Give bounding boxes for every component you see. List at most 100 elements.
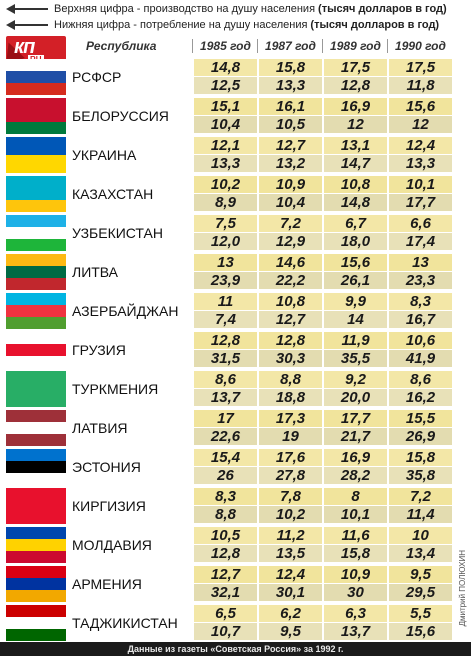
value-cell: 8,6 13,7 [194, 370, 257, 407]
author-credit: Дмитрий ПОЛЮХИН [458, 549, 467, 626]
production-value: 12,7 [259, 137, 322, 154]
production-value: 6,3 [324, 605, 387, 622]
consumption-value: 22,6 [194, 428, 257, 445]
consumption-value: 13,3 [259, 77, 322, 94]
production-value: 15,8 [389, 449, 452, 466]
flag-icon [6, 449, 66, 485]
value-cell: 10,8 12,7 [259, 292, 322, 329]
production-value: 12,7 [194, 566, 257, 583]
flag-band [6, 278, 66, 290]
production-value: 11 [194, 293, 257, 310]
table-row: УЗБЕКИСТАН 7,5 12,0 7,2 12,9 6,7 18,0 6,6 17,4 [0, 213, 471, 252]
consumption-value: 26 [194, 467, 257, 484]
header-year-1985: 1985 год [192, 37, 257, 55]
republic-name: АЗЕРБАЙДЖАН [72, 302, 179, 319]
consumption-value: 30,1 [259, 584, 322, 601]
republic-name: КАЗАХСТАН [72, 185, 154, 202]
value-cell: 7,5 12,0 [194, 214, 257, 251]
production-value: 8,6 [194, 371, 257, 388]
consumption-value: 15,6 [389, 623, 452, 640]
consumption-value: 16,7 [389, 311, 452, 328]
consumption-value: 12,7 [259, 311, 322, 328]
flag-band [6, 254, 66, 266]
flag-band [6, 617, 66, 629]
value-cell: 7,2 12,9 [259, 214, 322, 251]
republic-name: АРМЕНИЯ [72, 575, 142, 592]
value-cell: 10,1 17,7 [389, 175, 452, 212]
production-value: 8,3 [194, 488, 257, 505]
consumption-value: 12,8 [324, 77, 387, 94]
flag-icon [6, 527, 66, 563]
arrow-left-icon [6, 4, 48, 14]
production-value: 10,6 [389, 332, 452, 349]
republic-name: МОЛДАВИЯ [72, 536, 152, 553]
flag-icon [6, 488, 66, 524]
flag-band [6, 266, 66, 278]
table-row: ТУРКМЕНИЯ 8,6 13,7 8,8 18,8 9,2 20,0 8,6 16,2 [0, 369, 471, 408]
production-value: 17,6 [259, 449, 322, 466]
flag-icon [6, 566, 66, 602]
arrow-left-icon [6, 20, 48, 30]
flag-band [6, 227, 66, 239]
value-cell: 12,4 13,3 [389, 136, 452, 173]
consumption-value: 10,4 [194, 116, 257, 133]
flag-band [6, 473, 66, 485]
flag-band [6, 293, 66, 305]
production-value: 10,8 [259, 293, 322, 310]
production-value: 8,8 [259, 371, 322, 388]
header-year-1987: 1987 год [257, 37, 322, 55]
flag-band [6, 551, 66, 563]
consumption-value: 26,9 [389, 428, 452, 445]
flag-band [6, 539, 66, 551]
consumption-value: 10,7 [194, 623, 257, 640]
flag-band [6, 383, 66, 395]
consumption-value: 27,8 [259, 467, 322, 484]
logo-text: кп [14, 36, 35, 58]
consumption-value: 12,8 [194, 545, 257, 562]
flag-band [6, 188, 66, 200]
value-cell: 10,2 8,9 [194, 175, 257, 212]
production-value: 12,4 [389, 137, 452, 154]
consumption-value: 13,7 [324, 623, 387, 640]
value-cell: 15,8 13,3 [259, 58, 322, 95]
value-cell: 15,8 35,8 [389, 448, 452, 485]
flag-band [6, 176, 66, 188]
flag-band [6, 371, 66, 383]
consumption-value: 13,5 [259, 545, 322, 562]
production-value: 15,4 [194, 449, 257, 466]
value-cell: 16,1 10,5 [259, 97, 322, 134]
production-value: 17,5 [389, 59, 452, 76]
consumption-value: 35,5 [324, 350, 387, 367]
consumption-value: 20,0 [324, 389, 387, 406]
production-value: 10,1 [389, 176, 452, 193]
value-cell: 15,6 12 [389, 97, 452, 134]
republic-name: ЛИТВА [72, 263, 119, 280]
production-value: 16,1 [259, 98, 322, 115]
consumption-value: 13,4 [389, 545, 452, 562]
value-cell: 17,3 19 [259, 409, 322, 446]
legend-top-units: (тысяч долларов в год) [318, 3, 447, 15]
table-row: ГРУЗИЯ 12,8 31,5 12,8 30,3 11,9 35,5 10,6 41,9 [0, 330, 471, 369]
value-cell: 14,6 22,2 [259, 253, 322, 290]
flag-icon [6, 371, 66, 407]
table-row: РСФСР 14,8 12,5 15,8 13,3 17,5 12,8 17,5 11,8 [0, 57, 471, 96]
value-cell: 16,9 12 [324, 97, 387, 134]
consumption-value: 22,2 [259, 272, 322, 289]
flag-band [6, 317, 66, 329]
consumption-value: 13,7 [194, 389, 257, 406]
production-value: 10,5 [194, 527, 257, 544]
production-value: 11,6 [324, 527, 387, 544]
flag-band [6, 488, 66, 500]
value-cell: 11,6 15,8 [324, 526, 387, 563]
production-value: 10,9 [259, 176, 322, 193]
value-cell: 6,2 9,5 [259, 604, 322, 641]
flag-band [6, 200, 66, 212]
flag-band [6, 527, 66, 539]
production-value: 10,2 [194, 176, 257, 193]
consumption-value: 23,3 [389, 272, 452, 289]
flag-band [6, 449, 66, 461]
production-value: 6,2 [259, 605, 322, 622]
table-row: УКРАИНА 12,1 13,3 12,7 13,2 13,1 14,7 12,4 13,3 [0, 135, 471, 174]
consumption-value: 23,9 [194, 272, 257, 289]
flag-band [6, 83, 66, 95]
